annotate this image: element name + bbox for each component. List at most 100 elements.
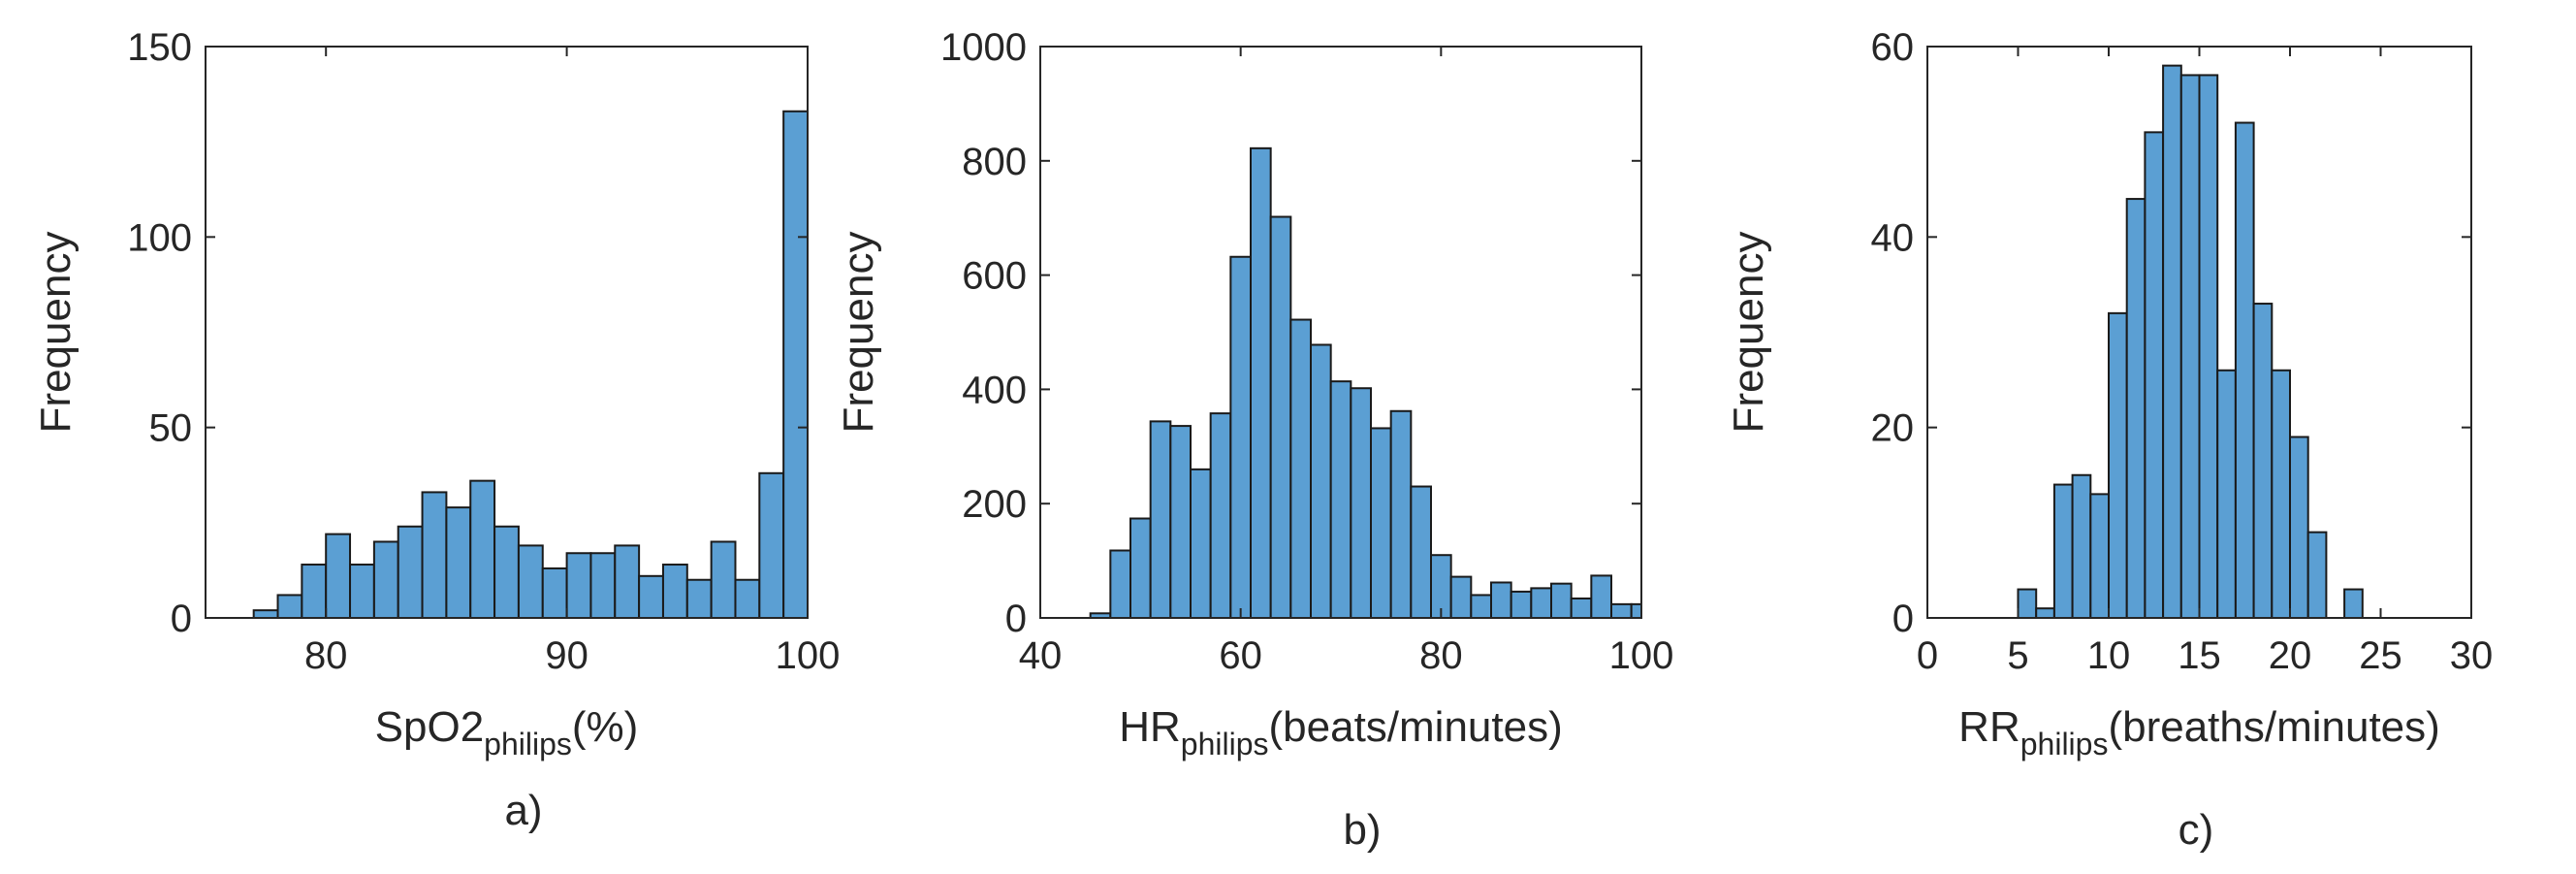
y-tick-label: 100 — [127, 216, 192, 259]
panel-label: a) — [504, 787, 542, 834]
histogram-bar — [565, 552, 592, 619]
histogram-bar — [1289, 318, 1313, 619]
x-tick-label: 20 — [2269, 634, 2312, 677]
histogram-bar — [2162, 64, 2182, 619]
x-axis-label-main: RR — [1958, 703, 2020, 751]
histogram-bar — [1470, 594, 1493, 620]
panel-label: b) — [1343, 806, 1381, 854]
x-tick-label: 60 — [1219, 634, 1262, 677]
histogram-bar — [1190, 468, 1212, 619]
y-tick-label: 800 — [962, 141, 1027, 183]
histogram-bar — [2198, 74, 2219, 619]
histogram-bar — [1610, 602, 1633, 620]
x-tick-label: 0 — [1917, 634, 1938, 677]
histogram-bar — [1630, 602, 1642, 620]
y-tick-label: 200 — [962, 483, 1027, 526]
axes-box — [205, 46, 809, 619]
y-tick-label: 60 — [1871, 26, 1915, 69]
histogram-bar — [1169, 425, 1193, 620]
y-axis-label: Frequency — [32, 232, 80, 434]
histogram-bar — [1370, 427, 1392, 619]
histogram-bar — [517, 544, 544, 619]
histogram-bar — [1449, 575, 1473, 619]
histogram-bar — [2289, 436, 2309, 619]
histogram-bar — [2343, 588, 2364, 619]
histogram-bar — [252, 609, 279, 620]
x-axis-label-subscript: philips — [484, 727, 572, 761]
histogram-bar — [541, 566, 568, 619]
histogram-bar — [1329, 380, 1352, 619]
histogram-bar — [276, 594, 303, 620]
y-tick-label: 40 — [1871, 216, 1915, 259]
histogram-bar — [2252, 303, 2274, 619]
histogram-bar — [2017, 588, 2038, 619]
histogram-bar — [2071, 473, 2092, 619]
y-tick-label: 150 — [127, 26, 192, 69]
histogram-bar — [349, 564, 375, 620]
histogram-bar — [1510, 590, 1533, 620]
histogram-bar — [758, 471, 785, 619]
histogram-bar — [2234, 121, 2255, 620]
y-axis-label: Frequency — [835, 232, 882, 434]
panel-label: c) — [2178, 806, 2214, 854]
histogram-bar — [1269, 215, 1292, 619]
histogram-bar — [2035, 607, 2055, 620]
x-tick-label: 15 — [2178, 634, 2221, 677]
x-tick-label: 25 — [2359, 634, 2402, 677]
histogram-bar — [2179, 74, 2201, 619]
y-tick-label: 400 — [962, 369, 1027, 411]
histogram-bar — [2271, 369, 2292, 619]
histogram-panel-3: 0 20 40 60 0 5 10 15 20 25 30 Frequency RRphilips(br… — [1725, 26, 2493, 854]
histogram-bar — [445, 506, 472, 619]
x-tick-label: 80 — [304, 634, 348, 677]
x-axis-label-subscript: philips — [1181, 727, 1269, 761]
histogram-bar — [1550, 582, 1573, 619]
x-axis-label-unit: (beats/minutes) — [1269, 703, 1563, 751]
histogram-bar — [1590, 574, 1613, 619]
x-tick-label: 30 — [2450, 634, 2494, 677]
histogram-bar — [1350, 387, 1373, 619]
y-tick-label: 1000 — [940, 26, 1027, 69]
histogram-bar — [2144, 131, 2165, 619]
x-tick-label: 10 — [2087, 634, 2131, 677]
x-axis-label-unit: (%) — [572, 703, 638, 751]
x-axis-label-subscript: philips — [2020, 727, 2109, 761]
histogram-bar — [710, 540, 737, 620]
histogram-bar — [1229, 255, 1253, 619]
y-tick-label: 50 — [149, 407, 193, 450]
histogram-bar — [1310, 343, 1332, 619]
y-tick-label: 0 — [1892, 598, 1914, 640]
histogram-bar — [2216, 369, 2237, 619]
x-tick-label: 100 — [1609, 634, 1674, 677]
histogram-bar — [325, 533, 352, 620]
histogram-bar — [2125, 198, 2147, 619]
histogram-bar — [372, 540, 399, 620]
histogram-bar — [1570, 597, 1593, 619]
x-axis-label-main: SpO2 — [375, 703, 485, 751]
histogram-bar — [1209, 412, 1232, 619]
x-axis-label: HRphilips(beats/minutes) — [1119, 703, 1563, 761]
histogram-bar — [1250, 146, 1272, 619]
histogram-bar — [1410, 485, 1433, 619]
histogram-bar — [1149, 420, 1172, 619]
histogram-bar — [1129, 517, 1152, 619]
histogram-bar — [397, 525, 424, 620]
histogram-bar — [638, 574, 664, 619]
histogram-bar — [1490, 581, 1512, 619]
histogram-bar — [2052, 483, 2074, 620]
x-tick-label: 5 — [2007, 634, 2028, 677]
histogram-bar — [1109, 549, 1132, 619]
histogram-bar — [1530, 587, 1553, 620]
x-tick-label: 40 — [1019, 634, 1063, 677]
x-tick-label: 90 — [545, 634, 588, 677]
histogram-bar — [421, 491, 448, 620]
histogram-bar — [685, 578, 713, 620]
histogram-bar — [782, 110, 809, 619]
histogram-bar — [589, 552, 617, 619]
histogram-panel-2: 0 200 400 600 800 1000 40 60 80 100 Frequency HRphi… — [835, 26, 1673, 854]
y-tick-label: 0 — [1005, 598, 1027, 640]
x-axis-label-main: HR — [1119, 703, 1181, 751]
histogram-bar — [2306, 531, 2328, 620]
y-tick-label: 20 — [1871, 407, 1915, 450]
